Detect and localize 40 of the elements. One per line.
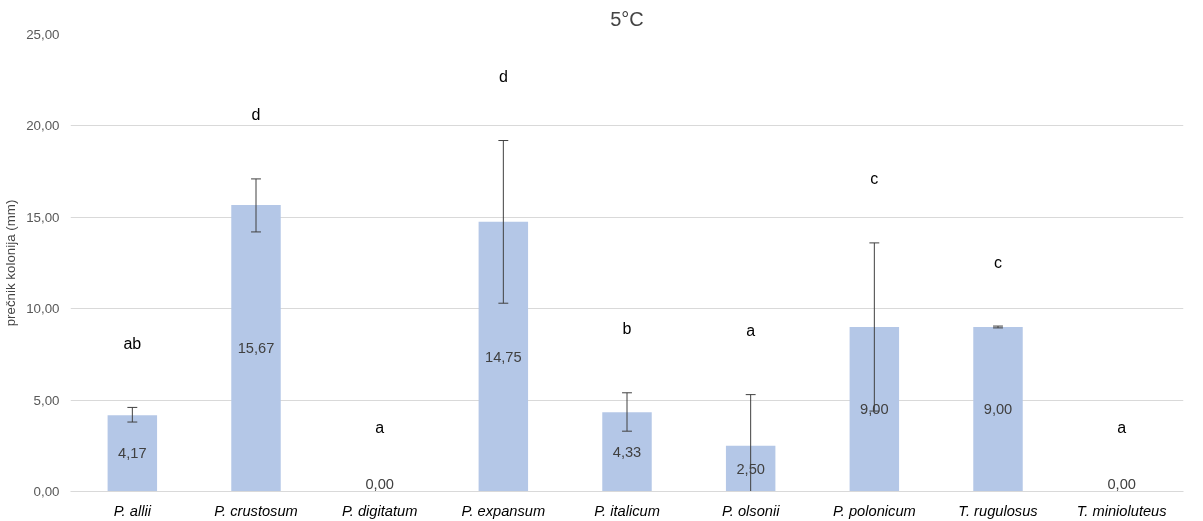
x-tick-label: P. italicum (594, 502, 660, 519)
bar (107, 415, 158, 492)
data-label: 9,00 (860, 401, 889, 418)
y-tick-label: 15,00 (26, 209, 60, 225)
data-label: 0,00 (1107, 475, 1136, 492)
annotation: a (1117, 419, 1127, 437)
annotation: a (375, 419, 385, 437)
y-tick-label: 20,00 (26, 118, 60, 134)
annotation: c (994, 253, 1002, 271)
chart-title: 5°C (610, 7, 644, 30)
x-tick-label: T. rugulosus (958, 502, 1039, 519)
annotation: d (251, 106, 261, 124)
data-label: 0,00 (365, 475, 394, 492)
y-tick-label: 25,00 (26, 27, 60, 42)
annotation: a (746, 322, 756, 340)
annotation: ab (123, 334, 142, 352)
data-label: 9,00 (983, 401, 1013, 418)
x-tick-label: T. minioluteus (1076, 502, 1168, 519)
data-label: 14,75 (485, 348, 522, 365)
x-tick-label: P. polonicum (832, 502, 916, 519)
bar (478, 221, 529, 492)
y-tick-label: 10,00 (26, 301, 60, 317)
y-axis-title: prečnik kolonija (mm) (3, 199, 19, 327)
x-tick-label: P. allii (113, 502, 152, 519)
data-label: 4,33 (612, 443, 642, 460)
x-tick-label: P. expansum (461, 502, 546, 519)
bar (973, 326, 1023, 492)
annotation: c (870, 170, 879, 188)
y-tick-label: 5,00 (33, 392, 60, 408)
annotation: d (498, 68, 508, 86)
x-tick-label: P. digitatum (341, 502, 418, 519)
y-tick-label: 0,00 (33, 484, 60, 499)
bar (231, 205, 281, 492)
x-tick-label: P. crustosum (214, 502, 298, 519)
bar (602, 412, 652, 492)
data-label: 15,67 (237, 340, 275, 357)
data-label: 4,17 (118, 445, 147, 462)
annotation: b (622, 320, 632, 338)
bar (849, 326, 900, 492)
x-tick-label: P. olsonii (721, 502, 781, 519)
